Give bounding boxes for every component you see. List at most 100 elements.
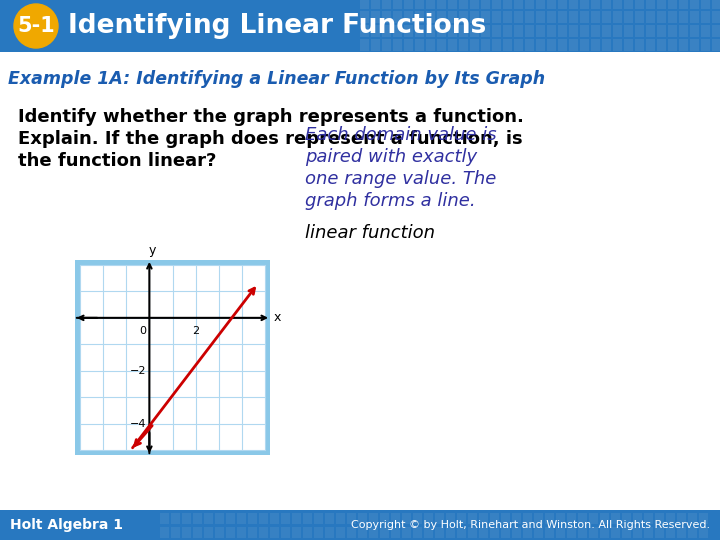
Bar bbox=[545, 527, 554, 538]
Bar bbox=[569, 0, 578, 9]
Bar bbox=[525, 0, 534, 9]
Bar bbox=[712, 0, 720, 9]
Bar bbox=[536, 25, 545, 37]
Bar bbox=[646, 39, 655, 51]
Bar bbox=[624, 25, 633, 37]
Text: Identifying Linear Functions: Identifying Linear Functions bbox=[68, 13, 486, 39]
Bar bbox=[701, 11, 710, 23]
Text: 2: 2 bbox=[192, 326, 199, 336]
Bar bbox=[270, 513, 279, 524]
Bar bbox=[591, 11, 600, 23]
Bar bbox=[437, 11, 446, 23]
Bar bbox=[393, 0, 402, 9]
Bar bbox=[204, 513, 213, 524]
Bar bbox=[688, 527, 697, 538]
Bar bbox=[567, 513, 576, 524]
Bar bbox=[426, 39, 435, 51]
Text: −4: −4 bbox=[130, 418, 146, 429]
Bar bbox=[547, 0, 556, 9]
Bar bbox=[415, 39, 424, 51]
Bar bbox=[580, 25, 589, 37]
Bar bbox=[589, 513, 598, 524]
Bar bbox=[525, 25, 534, 37]
Bar bbox=[492, 0, 501, 9]
Bar bbox=[589, 527, 598, 538]
Bar bbox=[490, 513, 499, 524]
Text: linear function: linear function bbox=[305, 224, 435, 242]
Bar bbox=[501, 513, 510, 524]
Bar bbox=[479, 527, 488, 538]
Bar bbox=[237, 527, 246, 538]
Bar bbox=[633, 513, 642, 524]
Bar bbox=[635, 0, 644, 9]
Bar bbox=[690, 39, 699, 51]
Bar bbox=[503, 11, 512, 23]
Bar bbox=[292, 513, 301, 524]
Bar bbox=[371, 0, 380, 9]
Bar bbox=[226, 513, 235, 524]
Bar bbox=[446, 527, 455, 538]
Bar bbox=[490, 527, 499, 538]
Bar bbox=[226, 527, 235, 538]
Bar bbox=[270, 527, 279, 538]
Bar bbox=[668, 0, 677, 9]
Bar bbox=[437, 25, 446, 37]
Bar bbox=[512, 513, 521, 524]
Bar bbox=[712, 39, 720, 51]
Text: Identify whether the graph represents a function.: Identify whether the graph represents a … bbox=[18, 108, 524, 126]
Bar bbox=[556, 527, 565, 538]
Bar bbox=[80, 265, 265, 450]
Bar bbox=[534, 527, 543, 538]
Bar bbox=[481, 25, 490, 37]
Bar bbox=[580, 0, 589, 9]
Text: 0: 0 bbox=[140, 326, 146, 336]
Bar bbox=[481, 39, 490, 51]
Bar bbox=[358, 527, 367, 538]
Bar bbox=[646, 25, 655, 37]
Bar bbox=[492, 11, 501, 23]
Bar bbox=[415, 0, 424, 9]
Bar bbox=[666, 527, 675, 538]
Bar bbox=[613, 39, 622, 51]
Bar bbox=[391, 513, 400, 524]
Bar bbox=[404, 0, 413, 9]
Bar bbox=[668, 25, 677, 37]
Bar bbox=[470, 11, 479, 23]
Bar bbox=[677, 513, 686, 524]
Text: x: x bbox=[274, 312, 282, 325]
Bar bbox=[435, 513, 444, 524]
Text: y: y bbox=[149, 244, 156, 257]
Bar bbox=[492, 39, 501, 51]
Bar bbox=[303, 527, 312, 538]
Bar bbox=[459, 25, 468, 37]
Bar bbox=[547, 25, 556, 37]
Bar bbox=[360, 25, 369, 37]
Bar bbox=[580, 11, 589, 23]
Bar bbox=[393, 39, 402, 51]
Bar bbox=[622, 527, 631, 538]
Bar bbox=[424, 527, 433, 538]
Bar bbox=[404, 39, 413, 51]
Bar bbox=[547, 39, 556, 51]
Bar bbox=[448, 25, 457, 37]
Bar bbox=[567, 527, 576, 538]
Bar bbox=[657, 39, 666, 51]
Bar bbox=[281, 513, 290, 524]
Bar bbox=[303, 513, 312, 524]
Bar bbox=[248, 527, 257, 538]
Bar bbox=[536, 0, 545, 9]
Bar bbox=[569, 11, 578, 23]
Bar bbox=[360, 39, 369, 51]
Bar bbox=[360, 0, 369, 9]
Bar bbox=[281, 527, 290, 538]
Bar bbox=[679, 39, 688, 51]
Bar bbox=[646, 0, 655, 9]
Bar bbox=[558, 0, 567, 9]
Bar bbox=[360, 11, 369, 23]
Bar bbox=[325, 527, 334, 538]
Text: Example 1A: Identifying a Linear Function by Its Graph: Example 1A: Identifying a Linear Functio… bbox=[8, 70, 545, 88]
Bar bbox=[404, 25, 413, 37]
Bar bbox=[646, 11, 655, 23]
Bar bbox=[336, 513, 345, 524]
Bar bbox=[426, 0, 435, 9]
